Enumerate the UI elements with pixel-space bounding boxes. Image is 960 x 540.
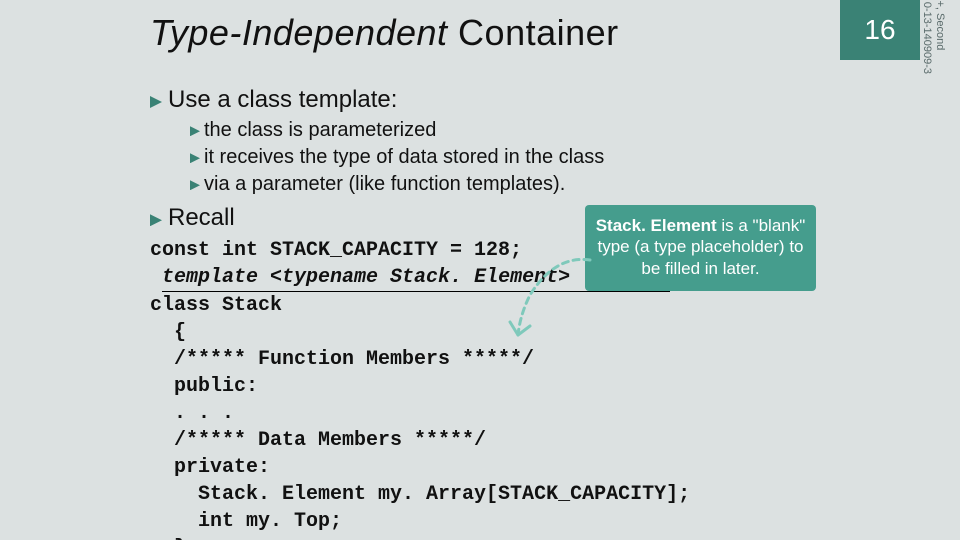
code-line: private:: [150, 456, 270, 479]
content-area: Use a class template: the class is param…: [150, 80, 840, 540]
callout-box: Stack. Element is a "blank" type (a type…: [585, 205, 816, 291]
bullet-arrow-icon: [190, 126, 200, 136]
sub-bullet-text: the class is parameterized: [204, 119, 436, 141]
bullet-use-template: Use a class template:: [150, 84, 840, 115]
slide-title: Type-Independent Container: [150, 12, 619, 54]
code-line: public:: [150, 375, 258, 398]
bullet-arrow-icon: [150, 214, 162, 226]
bullet-arrow-icon: [190, 153, 200, 163]
sub-bullet: via a parameter (like function templates…: [190, 171, 840, 198]
copyright-text: Nyhoff, ADTs, Data Structures and Proble…: [920, 0, 946, 90]
slide: Type-Independent Container 16 Use a clas…: [0, 0, 960, 540]
sub-bullet-text: it receives the type of data stored in t…: [204, 146, 604, 168]
sub-bullet: the class is parameterized: [190, 117, 840, 144]
code-line: const int STACK_CAPACITY = 128;: [150, 239, 522, 262]
code-line: . . .: [150, 402, 234, 425]
code-line: int my. Top;: [150, 510, 342, 533]
code-line: /***** Function Members *****/: [150, 348, 534, 371]
code-line: Stack. Element my. Array[STACK_CAPACITY]…: [150, 483, 690, 506]
bullet-arrow-icon: [190, 180, 200, 190]
bullet-text: Use a class template:: [168, 86, 397, 113]
page-number: 16: [864, 14, 895, 46]
callout-bold: Stack. Element: [596, 216, 717, 235]
bullet-text: Recall: [168, 204, 235, 231]
title-rest: Container: [448, 12, 619, 53]
code-line: /***** Data Members *****/: [150, 429, 486, 452]
code-line: class Stack: [150, 294, 282, 317]
sub-bullet-text: via a parameter (like function templates…: [204, 173, 565, 195]
title-italic: Type-Independent: [150, 12, 448, 53]
bullet-arrow-icon: [150, 96, 162, 108]
sub-bullet: it receives the type of data stored in t…: [190, 144, 840, 171]
code-line: {: [150, 321, 186, 344]
page-number-badge: 16: [840, 0, 920, 60]
